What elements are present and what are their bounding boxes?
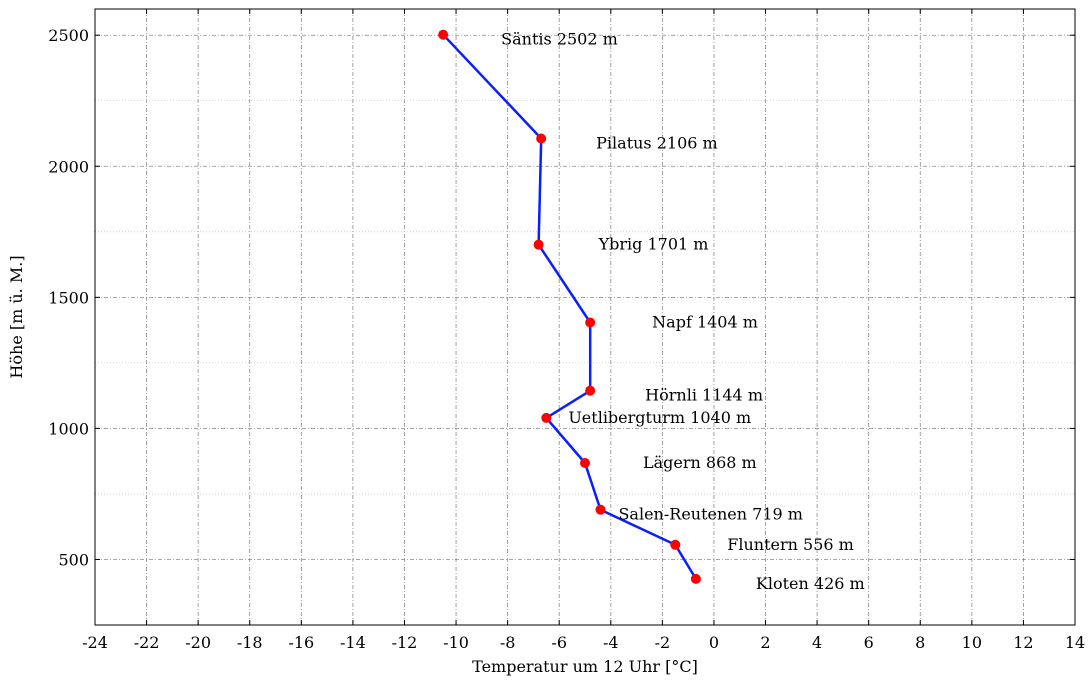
y-tick-label: 1500 <box>48 288 89 307</box>
data-point-label: Uetlibergturm 1040 m <box>568 408 751 427</box>
data-point-markers <box>438 29 701 584</box>
data-point-label: Lägern 868 m <box>643 453 757 472</box>
data-point-marker <box>580 458 590 469</box>
y-tick-label: 500 <box>58 550 89 569</box>
x-tick-label: -10 <box>443 633 469 652</box>
x-tick-label: 2 <box>760 633 770 652</box>
x-tick-label: 8 <box>915 633 925 652</box>
data-point-label: Fluntern 556 m <box>727 535 854 554</box>
x-tick-label: -4 <box>603 633 619 652</box>
y-axis-label: Höhe [m ü. M.] <box>7 255 26 378</box>
data-point-marker <box>595 504 606 515</box>
y-tick-label: 2000 <box>48 157 89 176</box>
tick-marks <box>94 9 1076 625</box>
data-point-marker <box>585 317 596 328</box>
x-tick-label: -22 <box>134 633 160 652</box>
data-point-labels: Säntis 2502 m Pilatus 2106 m Ybrig 1701 m N… <box>501 30 865 593</box>
data-point-label: Pilatus 2106 m <box>596 133 718 152</box>
x-tick-label: 6 <box>864 633 874 652</box>
data-point-label: Kloten 426 m <box>756 574 865 593</box>
grid <box>95 9 1075 625</box>
data-point-label: Salen-Reutenen 719 m <box>618 505 802 524</box>
x-tick-label: -16 <box>288 633 314 652</box>
data-point-label: Hörnli 1144 m <box>645 386 763 405</box>
data-point-marker <box>533 239 544 250</box>
x-tick-labels: -24 -22 -20 -18 -16 -14 -12 -10 -8 -6 -4 -2 0 2 4 6 8 10 1… <box>82 633 1085 652</box>
data-point-marker <box>585 385 596 396</box>
data-point-marker <box>438 29 449 40</box>
x-tick-label: 0 <box>709 633 719 652</box>
x-tick-label: -18 <box>237 633 263 652</box>
x-tick-label: -12 <box>392 633 418 652</box>
x-axis-label: Temperatur um 12 Uhr [°C] <box>472 657 698 676</box>
y-tick-labels: 500 1000 1500 2000 2500 <box>48 26 89 569</box>
plot-frame <box>94 8 1076 626</box>
data-point-label: Ybrig 1701 m <box>598 235 709 254</box>
x-tick-label: -14 <box>340 633 366 652</box>
x-tick-label: -20 <box>185 633 211 652</box>
x-tick-label: 10 <box>962 633 982 652</box>
data-point-marker <box>670 539 681 550</box>
data-point-marker <box>536 133 547 144</box>
x-tick-label: 14 <box>1065 633 1085 652</box>
x-tick-label: 12 <box>1013 633 1033 652</box>
data-point-label: Säntis 2502 m <box>501 30 618 49</box>
y-tick-label: 1000 <box>48 419 89 438</box>
x-tick-label: -8 <box>500 633 516 652</box>
x-tick-label: -2 <box>655 633 671 652</box>
y-tick-label: 2500 <box>48 26 89 45</box>
x-tick-label: -6 <box>551 633 567 652</box>
temperature-profile-line <box>442 33 697 580</box>
x-tick-label: 4 <box>812 633 822 652</box>
data-point-marker <box>690 573 701 584</box>
data-point-marker <box>541 412 552 423</box>
x-tick-label: -24 <box>82 633 108 652</box>
data-point-label: Napf 1404 m <box>652 313 758 332</box>
